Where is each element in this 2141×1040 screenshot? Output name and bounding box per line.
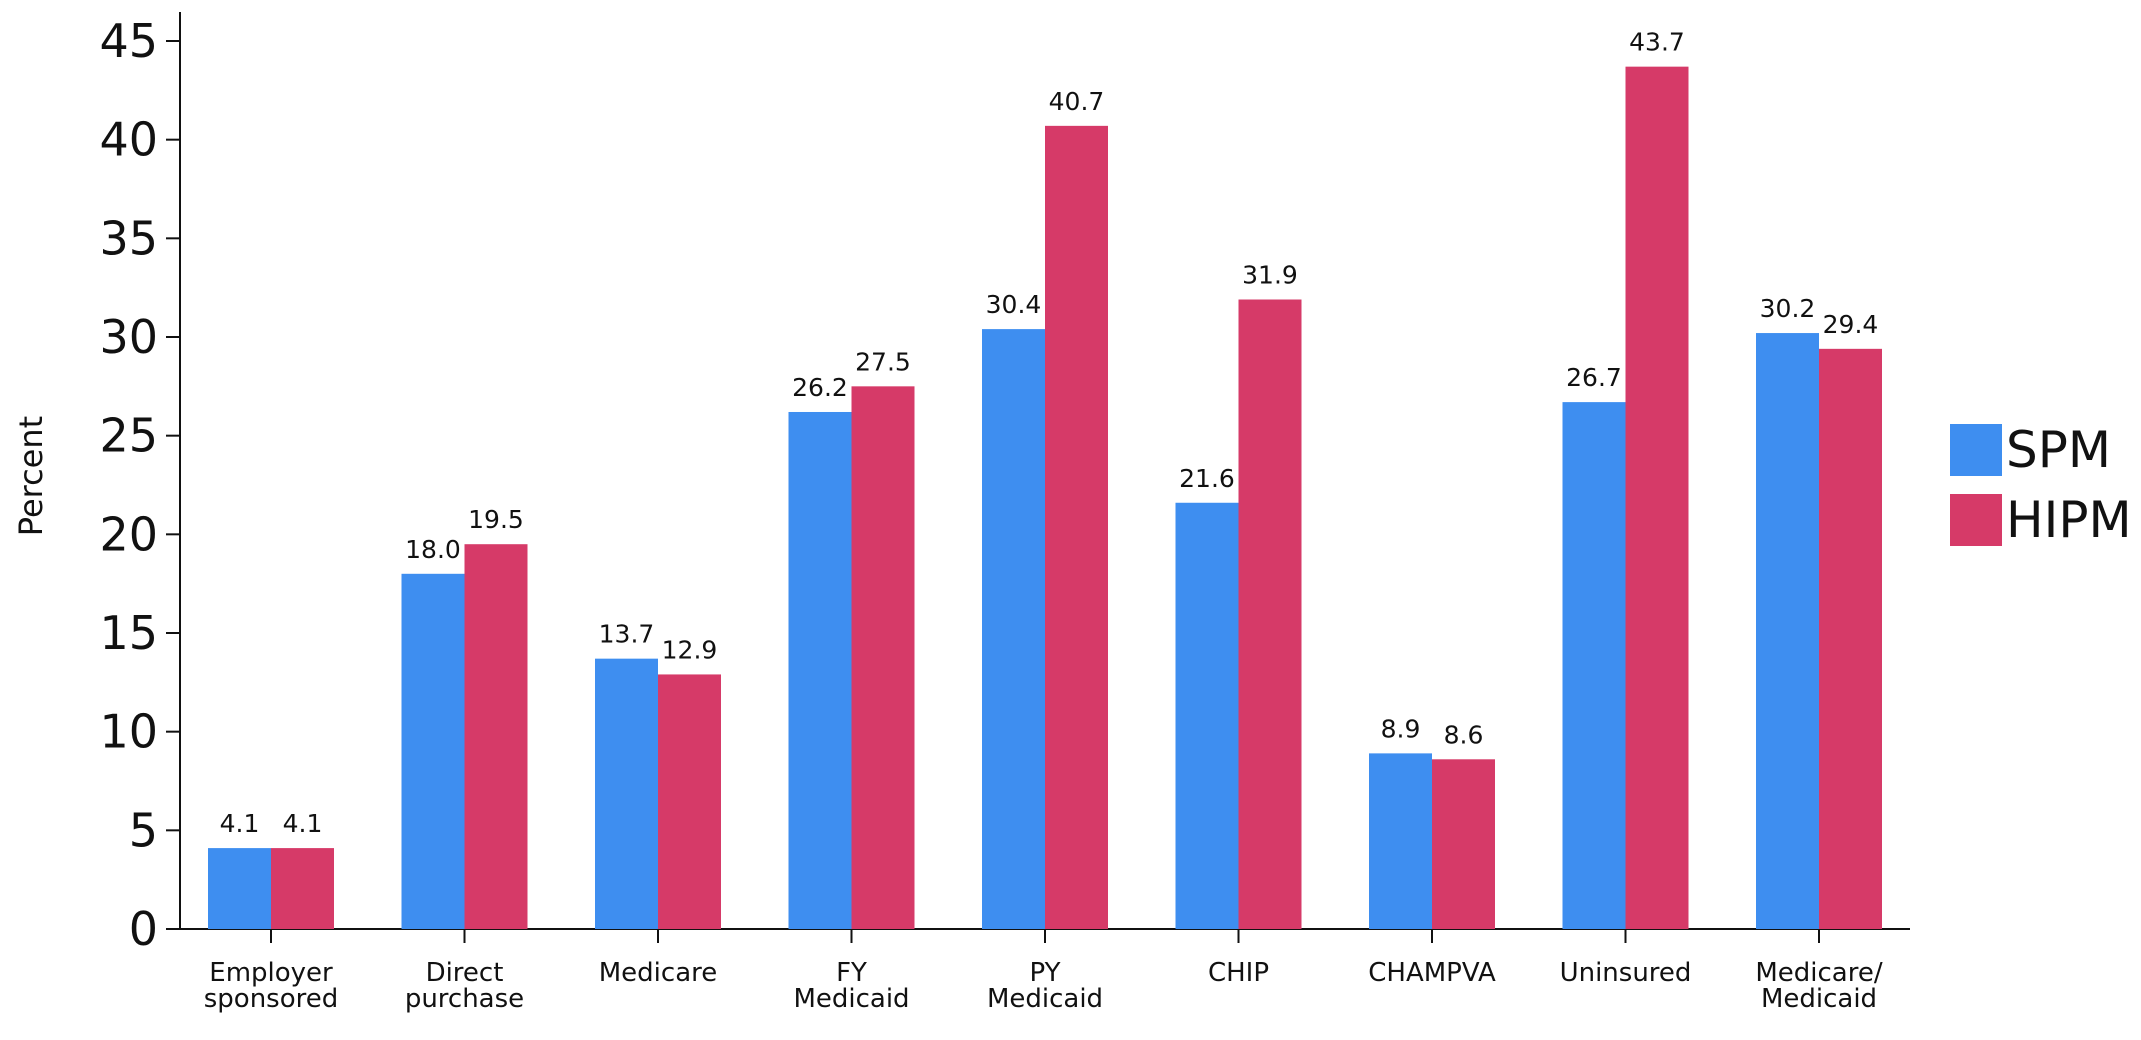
bar-hipm (464, 544, 528, 929)
bar-spm (1369, 753, 1432, 929)
x-category-label: Direct purchase (405, 958, 524, 1014)
data-label-hipm: 27.5 (855, 347, 911, 376)
data-label-spm: 18.0 (405, 535, 461, 564)
y-tick-label: 5 (129, 803, 158, 857)
x-category-label: Employer sponsored (204, 958, 339, 1014)
y-tick-label: 20 (99, 507, 158, 561)
y-tick-label: 0 (129, 902, 158, 956)
y-tick-label: 35 (99, 211, 158, 265)
bar-hipm (271, 848, 334, 929)
bar-spm (1756, 333, 1819, 929)
data-label-hipm: 29.4 (1823, 310, 1879, 339)
bar-spm (1175, 502, 1239, 929)
x-category-label: CHAMPVA (1368, 958, 1496, 988)
y-tick-label: 45 (99, 14, 158, 68)
y-tick-label: 30 (99, 310, 158, 364)
data-label-spm: 4.1 (220, 809, 260, 838)
data-label-spm: 26.2 (792, 373, 848, 402)
legend-label-spm: SPM (2006, 421, 2111, 479)
y-axis-title: Percent (12, 416, 50, 536)
data-label-hipm: 12.9 (662, 635, 718, 664)
bar-hipm (851, 386, 915, 929)
x-axis: Employer sponsored Direct purchase Medicare F… (180, 928, 1910, 1014)
data-label-spm: 30.4 (986, 290, 1042, 319)
bar-spm (595, 658, 658, 929)
bar-hipm (1432, 759, 1495, 929)
data-label-hipm: 31.9 (1242, 261, 1298, 290)
y-tick-label: 40 (99, 113, 158, 167)
x-category-label: Medicare (599, 958, 718, 988)
y-tick-label: 25 (99, 409, 158, 463)
data-label-spm: 21.6 (1179, 464, 1235, 493)
bar-hipm (1238, 299, 1302, 929)
legend-swatch-hipm (1950, 494, 2002, 546)
y-tick-label: 15 (99, 606, 158, 660)
bar-spm (788, 411, 852, 929)
legend-label-hipm: HIPM (2006, 491, 2132, 549)
bar-spm (982, 329, 1045, 929)
y-tick-label: 10 (99, 705, 158, 759)
data-label-hipm: 40.7 (1049, 87, 1105, 116)
bar-hipm (1625, 66, 1689, 930)
bar-hipm (1045, 125, 1108, 929)
data-label-spm: 8.9 (1381, 714, 1421, 743)
x-category-label: CHIP (1208, 958, 1269, 988)
data-label-spm: 13.7 (599, 620, 655, 649)
bar-hipm (658, 674, 721, 929)
bar-hipm (1819, 348, 1882, 930)
bar-spm (1562, 402, 1626, 929)
x-category-label: FY Medicaid (793, 958, 909, 1014)
x-category-label: Uninsured (1560, 958, 1692, 988)
legend-swatch-spm (1950, 424, 2002, 476)
bar-spm (401, 573, 465, 929)
data-label-hipm: 19.5 (468, 505, 524, 534)
y-axis: 0 5 10 15 20 25 30 35 40 45 (99, 12, 181, 956)
x-category-label: PY Medicaid (987, 958, 1103, 1014)
data-label-spm: 26.7 (1566, 363, 1622, 392)
data-label-hipm: 4.1 (283, 809, 323, 838)
data-labels: 4.1 4.1 18.019.5 13.712.9 26.227.5 30.4 40.7 21… (220, 28, 1879, 838)
data-label-hipm: 8.6 (1444, 720, 1484, 749)
bar-spm (208, 848, 271, 929)
data-label-hipm: 43.7 (1629, 28, 1685, 57)
data-label-spm: 30.2 (1760, 294, 1816, 323)
legend: SPM HIPM (1950, 421, 2132, 549)
bars (208, 66, 1882, 930)
x-category-label: Medicare/Medicaid (1755, 958, 1882, 1014)
